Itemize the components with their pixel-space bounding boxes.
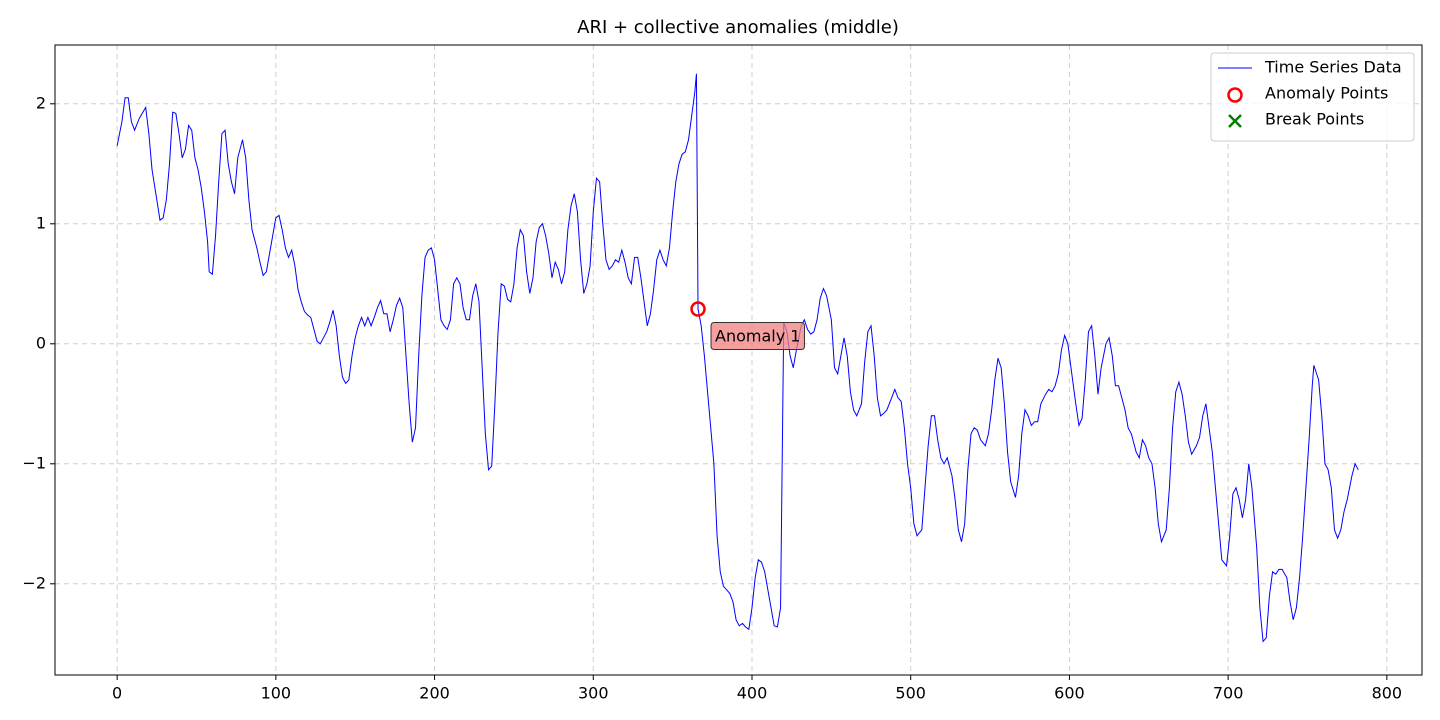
x-tick-label: 100 — [261, 684, 292, 703]
x-tick-label: 400 — [737, 684, 768, 703]
legend-box — [1210, 52, 1415, 142]
x-tick-label: 800 — [1372, 684, 1403, 703]
x-tick-label: 0 — [112, 684, 122, 703]
x-tick-label: 300 — [578, 684, 609, 703]
x-tick-label: 500 — [895, 684, 926, 703]
annotation-box — [710, 322, 805, 350]
annotation-text: Anomaly 1 — [715, 327, 800, 346]
plot-frame — [54, 44, 1423, 676]
y-tick-label: 0 — [36, 333, 46, 352]
y-tick-label: −2 — [22, 573, 46, 592]
y-tick-label: −1 — [22, 453, 46, 472]
y-tick-label: 2 — [36, 93, 46, 112]
legend-marker — [1227, 87, 1243, 103]
x-tick-label: 700 — [1213, 684, 1244, 703]
x-tick-label: 200 — [419, 684, 450, 703]
chart-title: ARI + collective anomalies (middle) — [577, 17, 899, 38]
legend-label: Time Series Data — [1264, 58, 1402, 77]
legend-label: Anomaly Points — [1265, 84, 1388, 103]
data-line — [116, 73, 1359, 643]
y-tick-label: 1 — [36, 213, 46, 232]
x-tick-label: 600 — [1054, 684, 1085, 703]
anomaly-point — [690, 301, 706, 317]
legend-marker — [1228, 114, 1242, 128]
legend-label: Break Points — [1265, 110, 1364, 129]
